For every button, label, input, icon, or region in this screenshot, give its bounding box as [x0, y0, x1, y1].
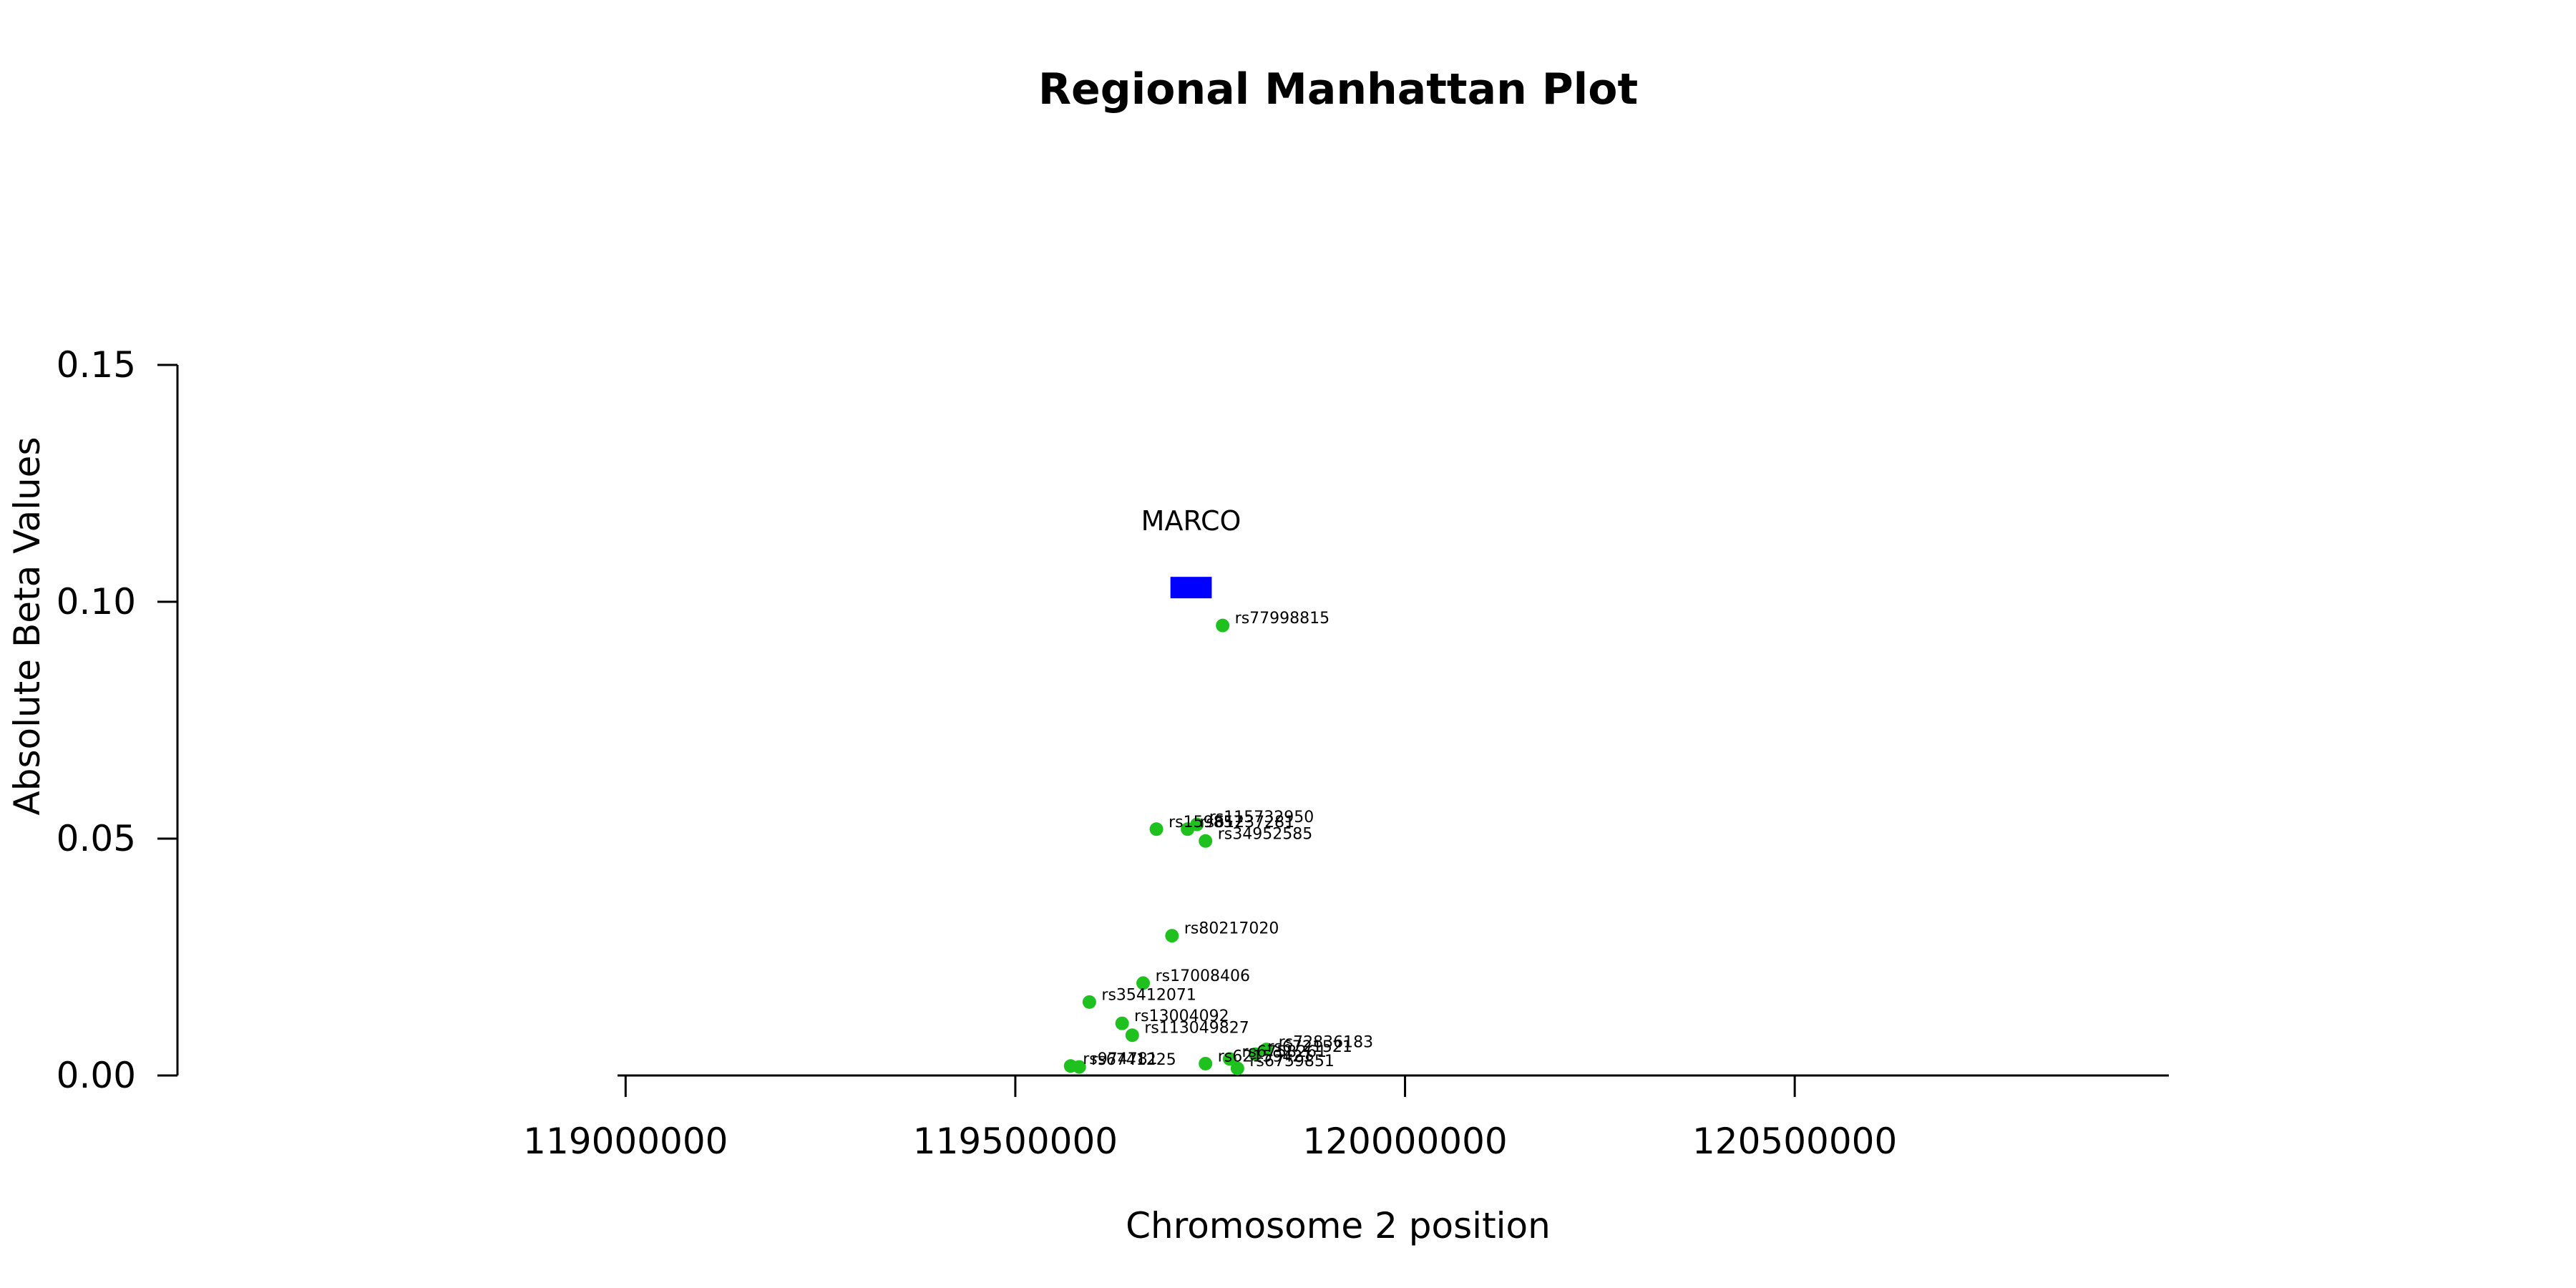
x-tick-label: 119000000 — [523, 1121, 728, 1162]
snp-points — [1063, 618, 1274, 1075]
snp-label: rs17008406 — [1156, 967, 1250, 985]
y-tick-label: 0.00 — [57, 1055, 136, 1096]
snp-label: rs6758261 — [1241, 1043, 1327, 1061]
snp-label: rs61237281 — [1200, 814, 1294, 831]
snp-label: rs77998815 — [1235, 610, 1330, 628]
gene-track: MARCO — [1141, 505, 1241, 599]
snp-label: rs80217020 — [1184, 920, 1279, 938]
snp-point — [1248, 1047, 1262, 1061]
snp-label: rs34952585 — [1218, 825, 1312, 843]
snp-label: rs35412071 — [1101, 986, 1196, 1004]
snp-point — [1222, 1052, 1236, 1066]
snp-point — [1259, 1043, 1274, 1057]
gene-marco-bar — [1170, 577, 1212, 599]
snp-point — [1216, 618, 1230, 633]
snp-label: rs115732950 — [1209, 809, 1314, 826]
snp-label: rs62159421 — [1218, 1048, 1312, 1065]
snp-point — [1082, 995, 1096, 1009]
snp-labels: rs77998815rs159857rs61237281rs115732950r… — [1083, 610, 1373, 1070]
snp-point — [1149, 822, 1163, 836]
x-tick-label: 119500000 — [913, 1121, 1118, 1162]
snp-point — [1230, 1061, 1244, 1075]
y-tick-label: 0.05 — [57, 818, 136, 859]
snp-point — [1072, 1060, 1086, 1074]
snp-point — [1165, 929, 1179, 943]
y-tick-label: 0.15 — [57, 344, 136, 386]
snp-point — [1115, 1016, 1129, 1030]
x-tick-label: 120500000 — [1692, 1121, 1897, 1162]
snp-label: rs159857 — [1169, 814, 1244, 831]
x-axis: 119000000 119500000 120000000 120500000 — [523, 1074, 2169, 1162]
snp-label: rs974781 — [1083, 1050, 1158, 1068]
gene-label: MARCO — [1141, 505, 1241, 537]
snp-point — [1136, 976, 1151, 990]
snp-point — [1125, 1028, 1139, 1043]
snp-point — [1199, 1056, 1213, 1070]
snp-label: rs6721521 — [1267, 1038, 1352, 1056]
snp-label: rs6741225 — [1091, 1051, 1176, 1069]
snp-label: rs13004092 — [1134, 1008, 1229, 1025]
y-axis: 0.00 0.05 0.10 0.15 — [57, 344, 179, 1096]
snp-label: rs72836183 — [1279, 1034, 1373, 1052]
y-tick-label: 0.10 — [57, 581, 136, 623]
snp-point — [1199, 834, 1213, 848]
x-tick-label: 120000000 — [1302, 1121, 1507, 1162]
snp-label: rs6759851 — [1249, 1053, 1335, 1070]
chart-title: Regional Manhattan Plot — [1038, 64, 1638, 114]
x-axis-title: Chromosome 2 position — [1126, 1205, 1551, 1246]
snp-point — [1190, 817, 1204, 831]
snp-label: rs113049827 — [1144, 1020, 1249, 1038]
y-axis-title: Absolute Beta Values — [6, 437, 48, 816]
